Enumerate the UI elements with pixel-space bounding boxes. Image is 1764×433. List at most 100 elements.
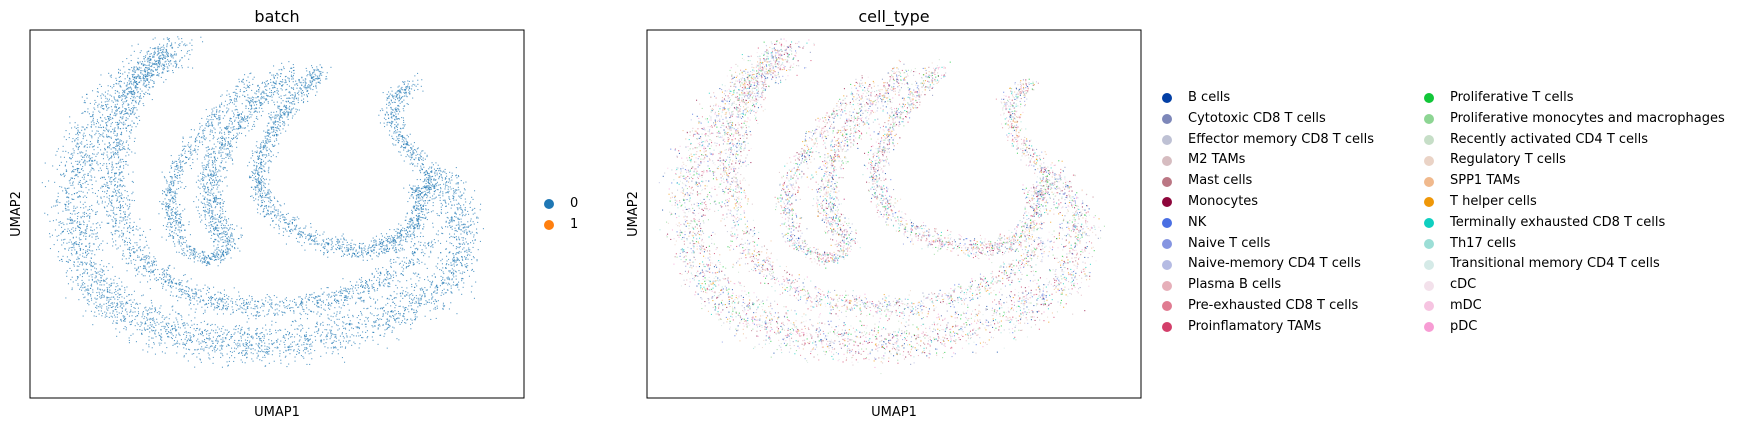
scatter-point <box>95 236 97 238</box>
scatter-point <box>64 164 66 166</box>
scatter-point <box>105 303 107 305</box>
scatter-point <box>152 74 154 76</box>
scatter-point <box>97 279 99 281</box>
scatter-point <box>119 159 121 161</box>
scatter-point <box>434 171 436 173</box>
scatter-point <box>88 249 90 251</box>
scatter-point <box>240 359 242 361</box>
scatter-point <box>152 271 154 273</box>
scatter-point <box>91 163 93 165</box>
scatter-point <box>134 267 136 269</box>
scatter-point <box>116 207 118 209</box>
scatter-point <box>411 286 413 288</box>
scatter-point <box>102 132 104 134</box>
scatter-point <box>473 242 475 244</box>
scatter-point <box>190 336 192 338</box>
scatter-point <box>114 173 116 175</box>
scatter-point <box>151 62 153 64</box>
scatter-point <box>144 316 146 318</box>
scatter-point <box>240 340 242 342</box>
scatter-point <box>117 91 119 93</box>
scatter-point <box>128 214 130 216</box>
scatter-point <box>398 263 400 265</box>
scatter-point <box>184 43 186 45</box>
scatter-point <box>455 246 457 248</box>
scatter-point <box>161 274 163 276</box>
scatter-point <box>136 117 138 119</box>
scatter-point <box>138 96 140 98</box>
scatter-point <box>191 289 193 291</box>
scatter-point <box>175 283 177 285</box>
scatter-point <box>55 200 57 202</box>
scatter-point <box>297 348 299 350</box>
scatter-point <box>143 58 145 60</box>
scatter-point <box>100 295 102 297</box>
scatter-point <box>180 314 182 316</box>
scatter-point <box>189 338 191 340</box>
scatter-point <box>440 280 442 282</box>
scatter-point <box>75 145 77 147</box>
scatter-point <box>208 357 210 359</box>
scatter-point <box>145 236 147 238</box>
scatter-point <box>143 93 145 95</box>
scatter-point <box>299 312 301 314</box>
scatter-point <box>124 211 126 213</box>
scatter-point <box>163 318 165 320</box>
scatter-point <box>268 350 270 352</box>
scatter-point <box>56 239 58 241</box>
scatter-point <box>121 220 123 222</box>
scatter-point <box>244 332 246 334</box>
scatter-point <box>271 340 273 342</box>
scatter-point <box>343 287 345 289</box>
scatter-point <box>351 284 353 286</box>
scatter-point <box>133 99 135 101</box>
scatter-point <box>129 222 131 224</box>
scatter-point <box>120 161 122 163</box>
scatter-point <box>139 96 141 98</box>
scatter-point <box>377 314 379 316</box>
scatter-point <box>149 322 151 324</box>
scatter-point <box>186 44 188 46</box>
scatter-point <box>404 261 406 263</box>
scatter-point <box>388 325 390 327</box>
scatter-point <box>69 267 71 269</box>
scatter-point <box>121 144 123 146</box>
scatter-point <box>189 349 191 351</box>
scatter-point <box>125 117 127 119</box>
scatter-point <box>67 152 69 154</box>
scatter-point <box>106 266 108 268</box>
scatter-point <box>79 232 81 234</box>
scatter-point <box>145 257 147 259</box>
scatter-point <box>100 169 102 171</box>
scatter-point <box>135 76 137 78</box>
scatter-point <box>452 236 454 238</box>
scatter-point <box>456 207 458 209</box>
scatter-point <box>112 210 114 212</box>
scatter-point <box>133 73 135 75</box>
scatter-point <box>89 164 91 166</box>
scatter-point <box>66 275 68 277</box>
scatter-point <box>348 288 350 290</box>
scatter-point <box>124 89 126 91</box>
scatter-point <box>475 281 477 283</box>
scatter-point <box>107 170 109 172</box>
scatter-point <box>126 286 128 288</box>
scatter-point <box>248 347 250 349</box>
scatter-point <box>479 240 481 242</box>
scatter-point <box>376 279 378 281</box>
scatter-point <box>176 352 178 354</box>
scatter-point <box>158 66 160 68</box>
scatter-point <box>78 258 80 260</box>
scatter-point <box>143 56 145 58</box>
scatter-point <box>116 316 118 318</box>
scatter-point <box>94 263 96 265</box>
scatter-point <box>244 349 246 351</box>
scatter-point <box>134 80 136 82</box>
scatter-point <box>418 304 420 306</box>
scatter-point <box>450 201 452 203</box>
scatter-point <box>77 160 79 162</box>
scatter-point <box>111 176 113 178</box>
scatter-point <box>144 256 146 258</box>
scatter-point <box>321 301 323 303</box>
scatter-point <box>389 294 391 296</box>
